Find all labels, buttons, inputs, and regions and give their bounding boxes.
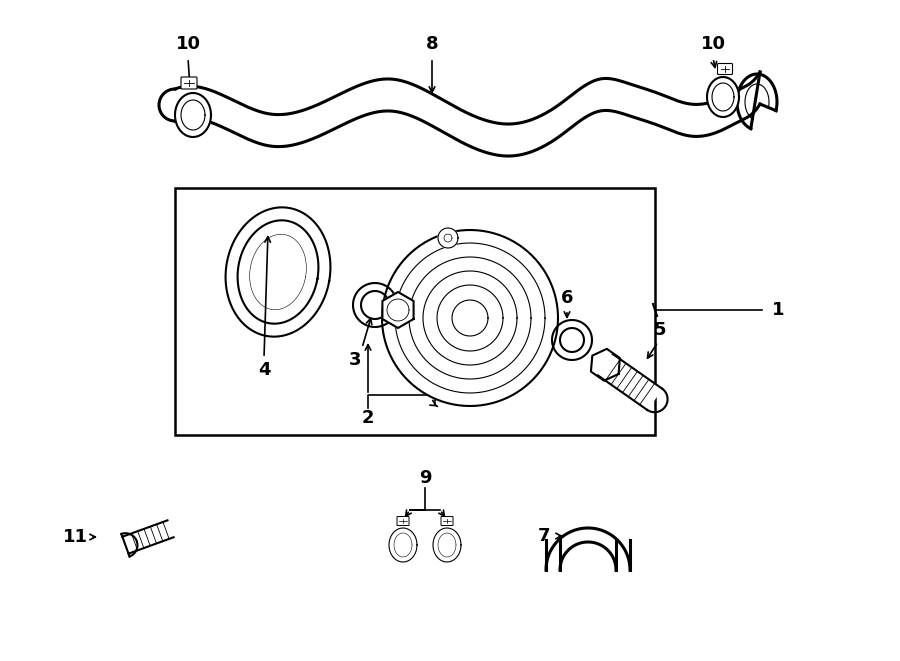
Polygon shape bbox=[175, 93, 211, 137]
FancyBboxPatch shape bbox=[397, 516, 409, 525]
Circle shape bbox=[438, 228, 458, 248]
Polygon shape bbox=[226, 208, 330, 336]
Polygon shape bbox=[552, 320, 592, 360]
Text: 4: 4 bbox=[257, 361, 270, 379]
FancyBboxPatch shape bbox=[717, 63, 733, 75]
FancyBboxPatch shape bbox=[441, 516, 453, 525]
Polygon shape bbox=[707, 77, 739, 117]
Polygon shape bbox=[598, 354, 662, 410]
Polygon shape bbox=[122, 520, 174, 554]
Polygon shape bbox=[382, 292, 414, 328]
FancyBboxPatch shape bbox=[181, 77, 197, 89]
Text: 9: 9 bbox=[418, 469, 431, 487]
Polygon shape bbox=[389, 528, 417, 562]
Text: 6: 6 bbox=[561, 289, 573, 307]
Text: 2: 2 bbox=[362, 409, 374, 427]
Text: 3: 3 bbox=[349, 351, 361, 369]
Text: 10: 10 bbox=[700, 35, 725, 53]
Bar bbox=[175, 188, 655, 435]
Text: 1: 1 bbox=[772, 301, 784, 319]
Text: 7: 7 bbox=[538, 527, 550, 545]
Text: 11: 11 bbox=[62, 528, 87, 546]
Text: 8: 8 bbox=[426, 35, 438, 53]
Polygon shape bbox=[591, 349, 620, 381]
Text: 5: 5 bbox=[653, 321, 666, 339]
Polygon shape bbox=[433, 528, 461, 562]
Text: 10: 10 bbox=[176, 35, 201, 53]
Polygon shape bbox=[353, 283, 397, 327]
Circle shape bbox=[382, 230, 558, 406]
